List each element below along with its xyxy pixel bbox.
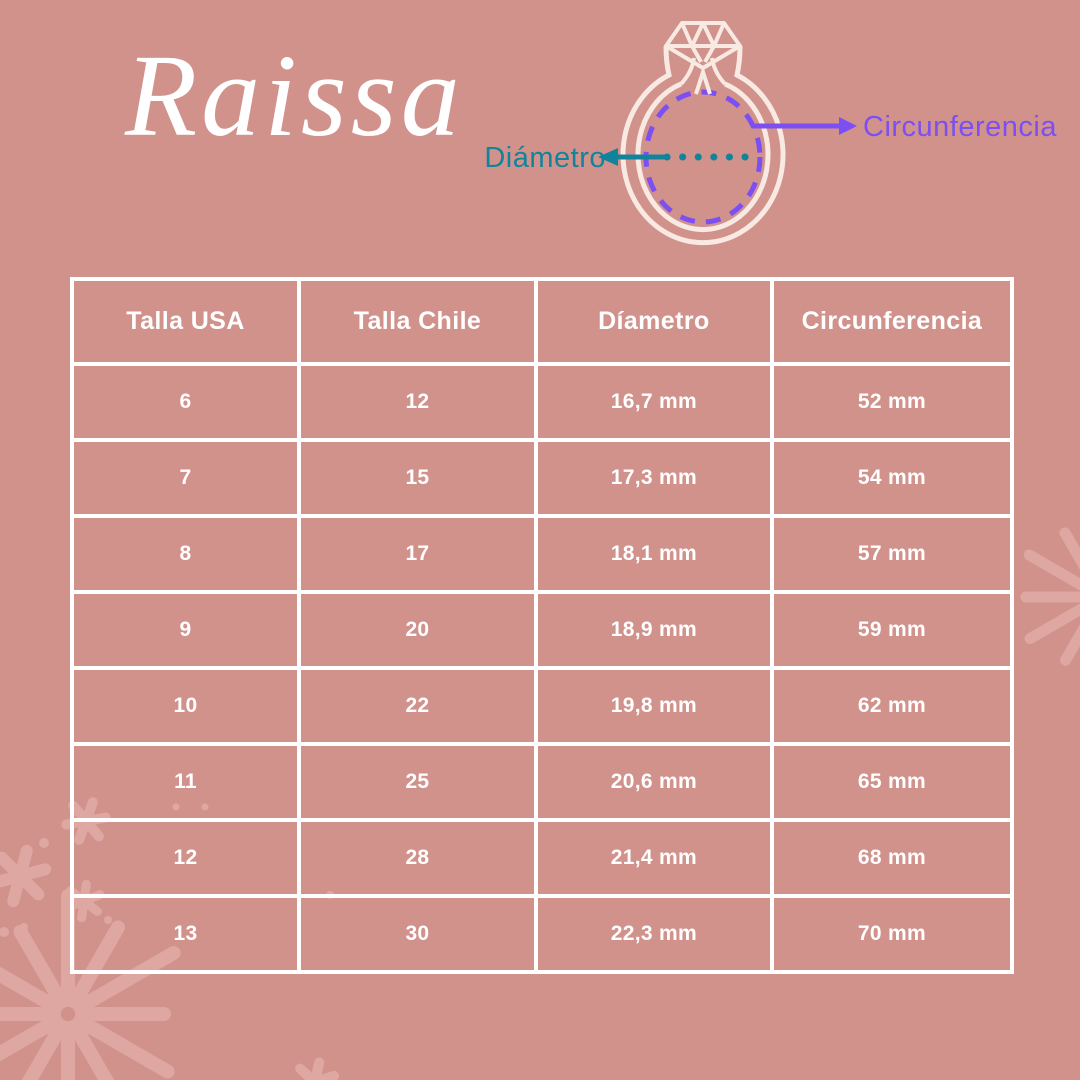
table-row: 8 17 18,1 mm 57 mm (70, 514, 1015, 594)
cell-diametro: 16,7 mm (533, 362, 774, 442)
cell-circunferencia: 54 mm (769, 438, 1015, 518)
cell-usa: 11 (70, 742, 301, 822)
cell-chile: 15 (297, 438, 538, 518)
cell-usa: 8 (70, 514, 301, 594)
col-header-talla-chile: Talla Chile (297, 277, 538, 366)
cell-circunferencia: 65 mm (769, 742, 1015, 822)
cell-diametro: 18,1 mm (533, 514, 774, 594)
cell-diametro: 21,4 mm (533, 818, 774, 898)
table-row: 11 25 20,6 mm 65 mm (70, 742, 1015, 822)
starburst-icon (0, 889, 181, 1080)
cell-circunferencia: 59 mm (769, 590, 1015, 670)
cell-chile: 17 (297, 514, 538, 594)
diameter-label: Diámetro (484, 142, 606, 174)
star-icon (290, 1057, 340, 1080)
ring-prong (694, 65, 712, 95)
cell-usa: 13 (70, 894, 301, 974)
ring-diagram: Diámetro Circunferencia (484, 21, 1057, 246)
cell-circunferencia: 52 mm (769, 362, 1015, 442)
table-row: 7 15 17,3 mm 54 mm (70, 438, 1015, 518)
brand-logo: Raissa (125, 30, 464, 161)
col-header-circunferencia: Circunferencia (769, 277, 1015, 366)
cell-chile: 12 (297, 362, 538, 442)
cell-circunferencia: 68 mm (769, 818, 1015, 898)
diameter-arrowhead-icon (598, 148, 618, 166)
circumference-arrow (752, 117, 857, 135)
table-row: 13 30 22,3 mm 70 mm (70, 894, 1015, 974)
star-icon (0, 844, 52, 908)
starburst-icon (1020, 527, 1080, 666)
cell-usa: 9 (70, 590, 301, 670)
ring-icon (620, 21, 786, 246)
table-row: 10 22 19,8 mm 62 mm (70, 666, 1015, 746)
cell-diametro: 17,3 mm (533, 438, 774, 518)
table-row: 12 28 21,4 mm 68 mm (70, 818, 1015, 898)
cell-chile: 25 (297, 742, 538, 822)
cell-diametro: 18,9 mm (533, 590, 774, 670)
diamond-icon (664, 21, 742, 70)
diameter-arrow (598, 148, 762, 166)
ring-band-outer (620, 45, 786, 246)
cell-circunferencia: 70 mm (769, 894, 1015, 974)
table-row: 9 20 18,9 mm 59 mm (70, 590, 1015, 670)
circumference-arrowhead-icon (839, 117, 857, 135)
cell-usa: 10 (70, 666, 301, 746)
size-table: Talla USA Talla Chile Díametro Circunfer… (70, 277, 1015, 974)
cell-circunferencia: 57 mm (769, 514, 1015, 594)
table-header-row: Talla USA Talla Chile Díametro Circunfer… (70, 277, 1015, 366)
circumference-label: Circunferencia (863, 111, 1057, 143)
col-header-talla-usa: Talla USA (70, 277, 301, 366)
cell-usa: 7 (70, 438, 301, 518)
cell-chile: 22 (297, 666, 538, 746)
table-row: 6 12 16,7 mm 52 mm (70, 362, 1015, 442)
cell-diametro: 22,3 mm (533, 894, 774, 974)
col-header-diametro: Díametro (533, 277, 774, 366)
cell-usa: 12 (70, 818, 301, 898)
cell-chile: 20 (297, 590, 538, 670)
cell-diametro: 20,6 mm (533, 742, 774, 822)
cell-usa: 6 (70, 362, 301, 442)
cell-chile: 30 (297, 894, 538, 974)
cell-circunferencia: 62 mm (769, 666, 1015, 746)
cell-chile: 28 (297, 818, 538, 898)
cell-diametro: 19,8 mm (533, 666, 774, 746)
